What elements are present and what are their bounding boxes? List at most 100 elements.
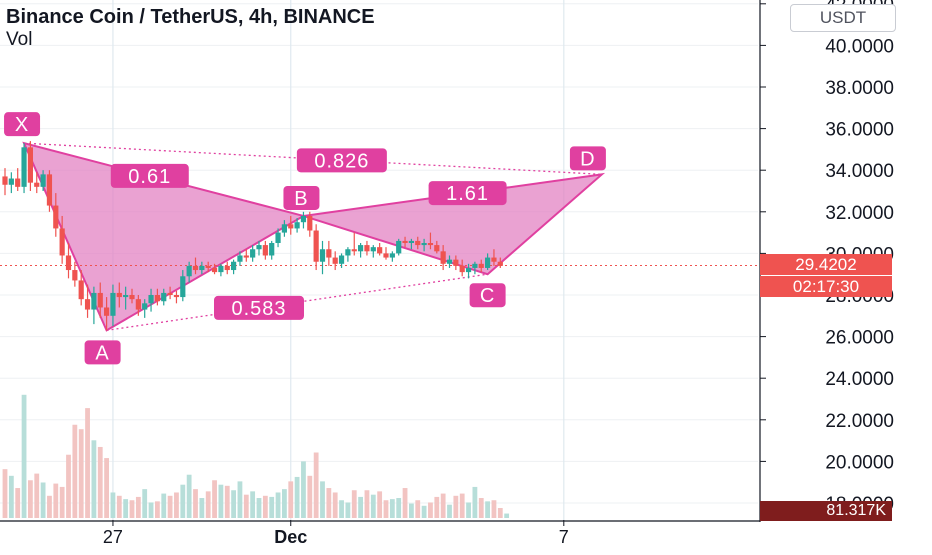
candle-body	[370, 247, 376, 252]
volume-bars	[2, 394, 510, 518]
volume-bar	[78, 429, 84, 518]
volume-bar	[485, 501, 490, 518]
volume-label: Vol	[6, 29, 33, 50]
volume-bar	[180, 484, 186, 518]
volume-bar	[415, 500, 421, 518]
pattern-ratio-labels: 0.61 0.826 1.61 0.583	[110, 148, 507, 320]
candle-body	[313, 230, 319, 262]
candle-body	[231, 261, 237, 271]
volume-bar	[288, 481, 294, 518]
volume-bar	[15, 488, 21, 518]
ratio-label-box	[110, 163, 189, 188]
current-price-label: 29.4202	[760, 254, 892, 275]
candle-body	[434, 245, 440, 252]
candle-body	[491, 257, 497, 262]
candle-body	[319, 249, 326, 262]
x-tick-label: 27	[103, 527, 123, 547]
volume-bar	[307, 475, 313, 518]
candle-body	[338, 255, 345, 264]
candle-body	[364, 245, 370, 252]
candle-body	[478, 263, 484, 268]
candle-body	[186, 265, 192, 277]
harmonic-pattern	[0, 141, 758, 332]
volume-bar	[364, 490, 370, 518]
candle-body	[84, 299, 91, 310]
candle-body	[288, 224, 294, 229]
point-label-d: D	[569, 146, 606, 171]
volume-bar	[339, 500, 344, 518]
candle-body	[161, 292, 167, 302]
volume-bar	[218, 484, 224, 518]
point-label-x-box	[4, 112, 41, 137]
volume-bar	[250, 491, 256, 518]
ratio-label: 1.61	[428, 181, 507, 206]
volume-bar	[2, 469, 8, 518]
candle-body	[497, 261, 503, 266]
currency-button[interactable]: USDT	[790, 4, 896, 32]
price-axis: 42.000040.000038.000036.000034.000032.00…	[759, 0, 894, 522]
candle-body	[250, 249, 256, 258]
candle-body	[218, 265, 224, 273]
candle-body	[129, 295, 135, 300]
candle-body	[27, 147, 33, 183]
volume-bar	[243, 494, 249, 518]
candle-body	[167, 292, 173, 295]
point-label-c: C	[469, 283, 506, 308]
candle-body	[8, 178, 14, 185]
candle-body	[72, 270, 78, 281]
volume-bar	[282, 489, 287, 518]
point-label-a-box	[84, 340, 121, 365]
volume-bar	[72, 424, 78, 518]
candle-body	[40, 174, 46, 187]
point-label-a-text: A	[95, 342, 109, 364]
candlesticks	[2, 141, 503, 331]
candle-body	[135, 299, 141, 310]
volume-bar	[91, 440, 97, 518]
candle-body	[97, 292, 103, 308]
volume-bar	[447, 504, 452, 518]
volume-bar	[66, 454, 71, 518]
volume-bar	[491, 500, 497, 518]
volume-bar	[440, 493, 446, 518]
candle-body	[465, 267, 472, 273]
candle-body	[142, 303, 148, 310]
y-tick-label: 36.0000	[825, 120, 894, 141]
current-volume-value: 81.317K	[826, 502, 886, 519]
candle-body	[237, 255, 243, 262]
candle-body	[326, 249, 332, 258]
volume-bar	[193, 489, 198, 518]
candle-body	[396, 240, 402, 254]
candle-body	[427, 243, 434, 246]
pattern-ac-dotted	[106, 273, 488, 332]
volume-bar	[161, 493, 167, 518]
point-label-c-text: C	[480, 285, 495, 307]
candle-body	[262, 245, 268, 256]
candle-body	[275, 232, 281, 243]
candle-body	[205, 265, 211, 268]
candle-body	[300, 215, 307, 223]
volume-bar	[370, 494, 376, 518]
ratio-label-text: 0.583	[231, 298, 286, 320]
candle-body	[294, 222, 300, 229]
candle-body	[408, 240, 414, 243]
candle-body	[199, 265, 205, 271]
volume-bar	[186, 474, 192, 518]
volume-bar	[421, 505, 427, 518]
ratio-label: 0.826	[296, 148, 387, 173]
candle-body	[332, 257, 338, 264]
candle-body	[211, 267, 218, 273]
candle-body	[15, 178, 21, 187]
volume-bar	[409, 503, 414, 518]
volume-bar	[123, 499, 129, 518]
y-tick-label: 38.0000	[825, 78, 894, 99]
y-tick-label: 34.0000	[825, 161, 894, 182]
volume-bar	[478, 498, 484, 518]
volume-bar	[351, 490, 357, 518]
volume-bar	[47, 495, 52, 518]
candle-body	[377, 247, 383, 254]
pattern-point-labels: X A B C D	[4, 112, 606, 365]
candle-body	[243, 255, 249, 258]
volume-bar	[59, 486, 65, 518]
